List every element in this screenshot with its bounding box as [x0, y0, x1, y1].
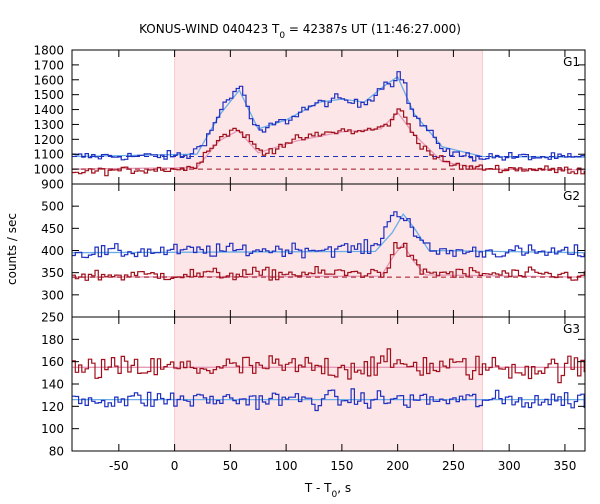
x-tick-label: 0	[171, 459, 179, 473]
panel-g3-y-tick-label: 80	[49, 445, 64, 459]
x-tick-label: 200	[386, 459, 409, 473]
panel-g3-series-2	[72, 388, 585, 412]
panel-g3-y-tick-label: 140	[41, 378, 64, 392]
panel-g3-y-tick-label: 100	[41, 422, 64, 436]
x-tick-label: 300	[498, 459, 521, 473]
panel-g1-y-tick-label: 1500	[33, 88, 64, 102]
panel-g1-y-tick-label: 1600	[33, 73, 64, 87]
panel-g1-y-tick-label: 1100	[33, 148, 64, 162]
x-tick-label: 50	[223, 459, 238, 473]
panel-g1-y-tick-label: 1700	[33, 58, 64, 72]
panel-g3-series-1	[72, 348, 585, 384]
panel-g2-label: G2	[563, 189, 580, 203]
chart-title-rest: = 42387s UT (11:46:27.000)	[285, 22, 461, 36]
panel-g1-y-tick-label: 900	[41, 178, 64, 192]
panel-g2-y-tick-label: 450	[41, 222, 64, 236]
panel-g1-y-tick-label: 1000	[33, 163, 64, 177]
chart-title-subscript: 0	[279, 31, 285, 41]
panel-g1-label: G1	[563, 55, 580, 69]
panel-g3-y-tick-label: 120	[41, 400, 64, 414]
chart-title: KONUS-WIND 040423 T0 = 42387s UT (11:46:…	[139, 22, 461, 41]
x-axis-label-main: T - T	[304, 481, 332, 495]
x-tick-label: 100	[275, 459, 298, 473]
panel-g2-series-1	[72, 211, 585, 259]
panel-g1-series-1	[72, 71, 585, 162]
panel-g2-y-tick-label: 350	[41, 266, 64, 280]
panel-g2-series-2	[72, 242, 585, 281]
panel-g3-label: G3	[563, 322, 580, 336]
x-axis-label-subscript: 0	[332, 490, 338, 500]
x-tick-label: 150	[330, 459, 353, 473]
chart-title-main: KONUS-WIND 040423 T	[139, 22, 280, 36]
panel-g1-series-2	[72, 108, 585, 177]
panel-g1-y-tick-label: 1800	[33, 44, 64, 58]
panel-g2-fit-curve-1	[71, 212, 586, 254]
panel-g3-y-tick-label: 160	[41, 355, 64, 369]
panel-g2-y-tick-label: 250	[41, 311, 64, 325]
panel-g2-y-tick-label: 300	[41, 288, 64, 302]
x-axis-label: T - T0, s	[304, 481, 351, 500]
x-axis-label-rest: , s	[337, 481, 351, 495]
x-tick-label: 250	[442, 459, 465, 473]
panel-g1-y-tick-label: 1200	[33, 133, 64, 147]
y-axis-label: counts / sec	[5, 213, 19, 285]
panel-g2-y-tick-label: 500	[41, 200, 64, 214]
panel-g2-y-tick-label: 400	[41, 244, 64, 258]
panel-g1-y-tick-label: 1400	[33, 103, 64, 117]
panel-g1-y-tick-label: 1300	[33, 118, 64, 132]
x-tick-label: 350	[553, 459, 576, 473]
series-layer	[72, 71, 585, 412]
ticks-layer: 9001000110012001300140015001600170018002…	[33, 44, 585, 473]
panel-g3-y-tick-label: 180	[41, 333, 64, 347]
x-tick-label: -50	[109, 459, 129, 473]
